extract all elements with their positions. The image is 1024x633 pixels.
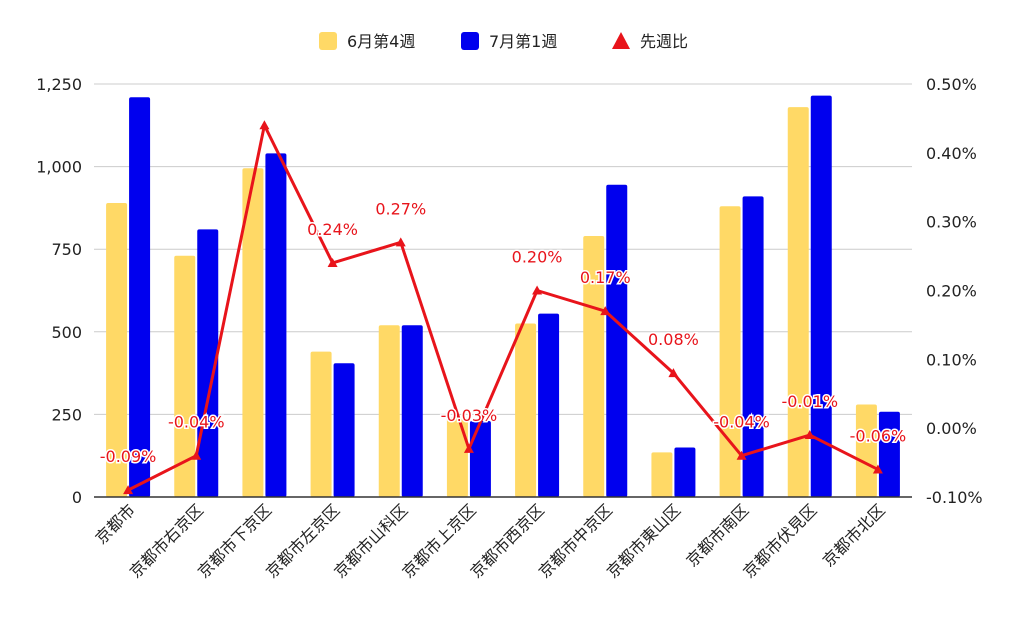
ratio-marker [395,237,406,247]
ratio-data-label: -0.06% [850,426,907,445]
ratio-marker [463,443,474,453]
ratio-data-label: 0.08% [648,330,699,349]
ratio-data-label: -0.04% [168,413,225,432]
right-tick-label: -0.10% [926,488,983,507]
ratio-data-label: -0.03% [441,406,498,425]
bar-week4-june [787,107,809,498]
ratio-data-label: -0.09% [100,447,157,466]
bar-week4-june [106,202,128,497]
ratio-marker [736,450,747,460]
ratio-data-label: 0.27% [375,199,426,218]
ratio-marker [872,464,883,474]
ratio-data-label: -0.04% [713,413,770,432]
ratio-marker [123,485,134,495]
bar-week1-july [674,447,696,497]
ratio-marker [327,257,338,267]
right-tick-label: 0.10% [926,350,977,369]
left-tick-label: 1,250 [36,75,82,94]
bar-week1-july [333,363,355,497]
category-label: 京都市伏見区 [739,500,820,581]
bar-week1-july [129,97,151,497]
right-tick-label: 0.40% [926,144,977,163]
bar-week4-june [446,417,468,497]
left-tick-label: 250 [51,405,82,424]
left-tick-label: 1,000 [36,158,82,177]
bar-week1-july [401,325,423,497]
bar-week4-june [310,351,332,497]
left-tick-label: 750 [51,240,82,259]
bar-week1-july [810,95,832,498]
right-tick-label: 0.00% [926,419,977,438]
legend-swatch [461,32,479,50]
ratio-data-label: -0.01% [781,392,838,411]
bar-week4-june [174,255,196,497]
grid-lines [94,83,912,415]
ratio-marker [191,450,202,460]
bar-week4-june [378,325,400,497]
category-label: 京都市 [92,500,139,547]
chart-legend: 6月第4週 7月第1週 先週比 [319,32,688,51]
ratio-line [127,123,879,492]
bar-week1-july [742,196,764,497]
category-label: 京都市南区 [682,500,752,570]
bar-week1-july [878,411,900,497]
bar-week4-june [583,235,605,497]
bar-series [106,95,900,498]
legend-swatch [319,32,337,50]
ratio-data-label: 0.17% [580,268,631,287]
ratio-marker [668,368,679,378]
ratio-marker [532,285,543,295]
right-tick-label: 0.30% [926,213,977,232]
legend-swatch [612,32,630,49]
bar-week1-july [606,184,628,497]
bar-week1-july [538,313,560,497]
bar-week1-july [469,421,491,497]
left-tick-label: 0 [72,488,82,507]
x-axis-categories: 京都市京都市右京区京都市下京区京都市左京区京都市山科区京都市上京区京都市西京区京… [92,500,889,581]
bar-week4-june [855,404,877,497]
ratio-data-label: 0.20% [512,248,563,267]
category-label: 京都市北区 [819,500,889,570]
bar-week4-june [515,323,537,497]
bar-week4-june [651,452,673,497]
ratio-marker [600,306,611,316]
bar-week4-june [242,168,264,497]
right-tick-label: 0.20% [926,282,977,301]
ratio-marker [259,120,270,130]
legend-label: 先週比 [640,32,688,51]
category-label: 京都市東山区 [603,500,684,581]
line-series: -0.09% -0.04% 0.24% 0.27% -0.03% 0.20% 0.17% 0.… [98,120,908,495]
right-tick-label: 0.50% [926,75,977,94]
ratio-data-label: 0.24% [307,220,358,239]
ratio-marker [804,430,815,440]
right-y-axis: -0.10% 0.00% 0.10% 0.20% 0.30% 0.40% 0.50% [926,75,983,507]
legend-label: 6月第4週 [347,32,415,51]
legend-label: 7月第1週 [489,32,557,51]
left-tick-label: 500 [51,323,82,342]
left-y-axis: 0 250 500 750 1,000 1,250 [36,75,82,507]
bar-week1-july [265,153,287,497]
bar-week4-june [719,206,741,498]
